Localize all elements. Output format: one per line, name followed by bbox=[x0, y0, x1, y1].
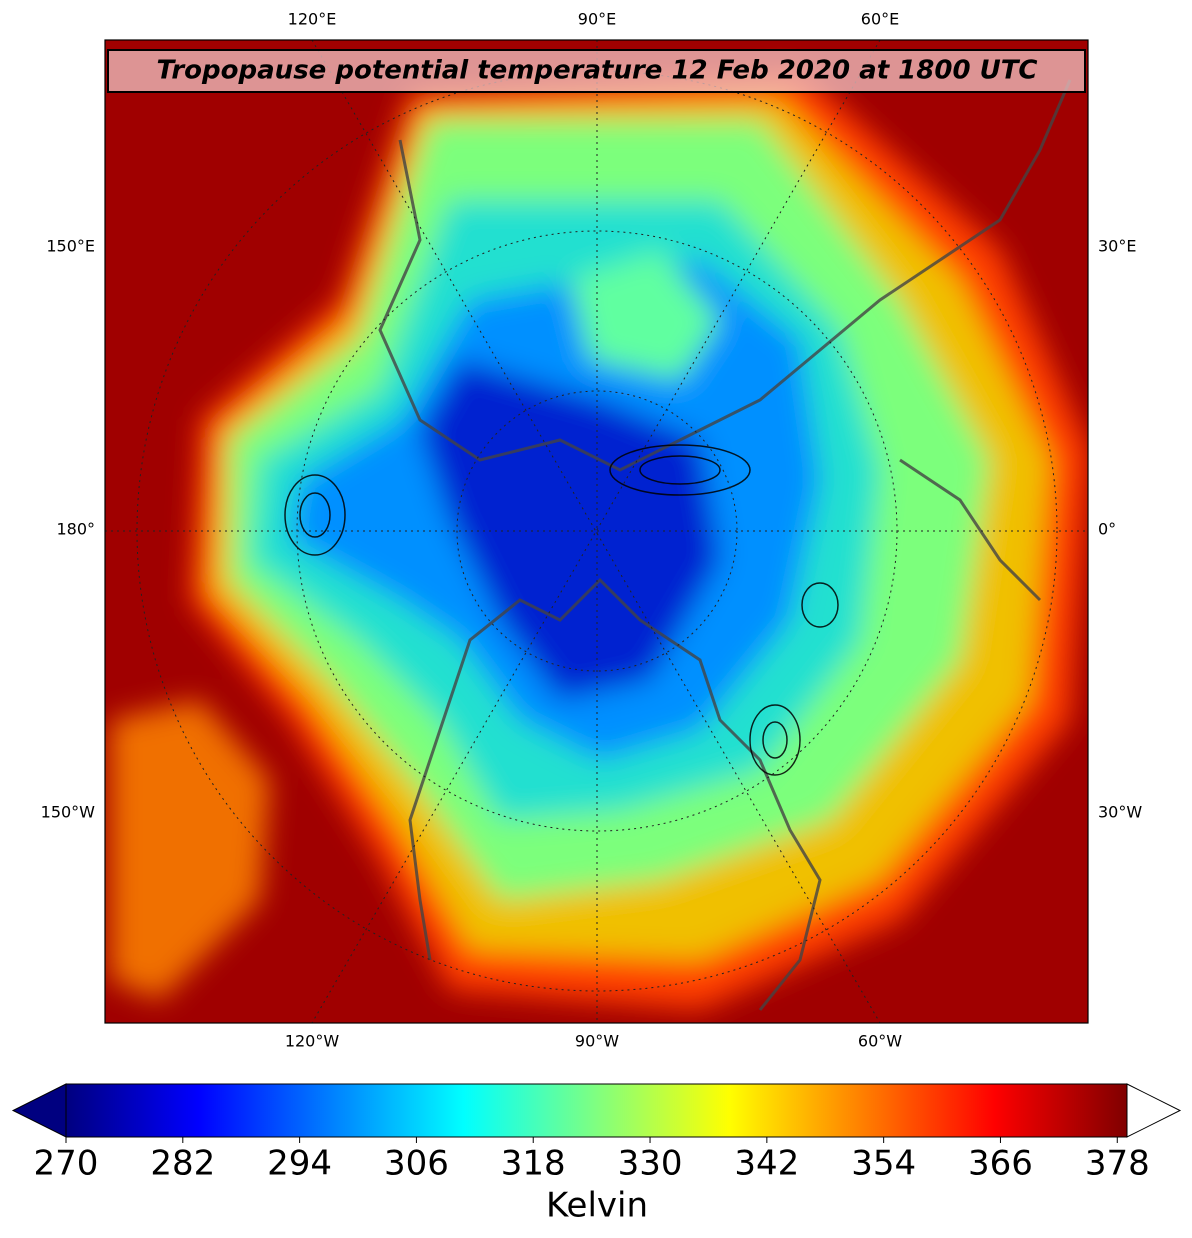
geo-label: 150°W bbox=[41, 803, 96, 822]
colorbar-tick-label: 282 bbox=[150, 1144, 215, 1184]
geo-label: 90°E bbox=[578, 10, 616, 29]
geo-label: 120°W bbox=[285, 1032, 340, 1051]
colorbar-extend-min bbox=[11, 1083, 67, 1138]
map-title: Tropopause potential temperature 12 Feb … bbox=[156, 56, 1037, 86]
geo-label: 180° bbox=[56, 520, 95, 539]
colorbar-extend-max bbox=[1126, 1083, 1182, 1138]
geo-label: 0° bbox=[1098, 520, 1116, 539]
map-field bbox=[105, 40, 1088, 1023]
colorbar-tick-label: 378 bbox=[1085, 1144, 1150, 1184]
geo-label: 30°W bbox=[1098, 803, 1142, 822]
colorbar-tick-label: 342 bbox=[734, 1144, 799, 1184]
colorbar-tick-label: 294 bbox=[267, 1144, 332, 1184]
geo-label: 60°E bbox=[861, 10, 899, 29]
colorbar-tick-label: 330 bbox=[618, 1144, 683, 1184]
geo-label: 120°E bbox=[288, 10, 337, 29]
colorbar-tick-label: 354 bbox=[851, 1144, 916, 1184]
colorbar-tick-label: 366 bbox=[968, 1144, 1033, 1184]
colorbar-tick-label: 318 bbox=[501, 1144, 566, 1184]
geo-label: 30°E bbox=[1098, 237, 1136, 256]
title-box bbox=[107, 49, 1086, 93]
geo-label: 60°W bbox=[858, 1032, 902, 1051]
colorbar-body bbox=[65, 1083, 1128, 1138]
colorbar-tick-label: 306 bbox=[384, 1144, 449, 1184]
map-frame bbox=[104, 39, 1089, 1024]
colorbar: 270 282 294 306 318 330 342 354 366 378 bbox=[11, 1083, 1182, 1184]
colorbar-label: Kelvin bbox=[546, 1186, 648, 1226]
geo-labels: 120°E 90°E 60°E 120°W 90°W 60°W 150°E 180° 150°W… bbox=[41, 10, 1143, 1051]
geo-label: 90°W bbox=[575, 1032, 619, 1051]
colorbar-tick-label: 270 bbox=[34, 1144, 99, 1184]
geo-label: 150°E bbox=[46, 237, 95, 256]
